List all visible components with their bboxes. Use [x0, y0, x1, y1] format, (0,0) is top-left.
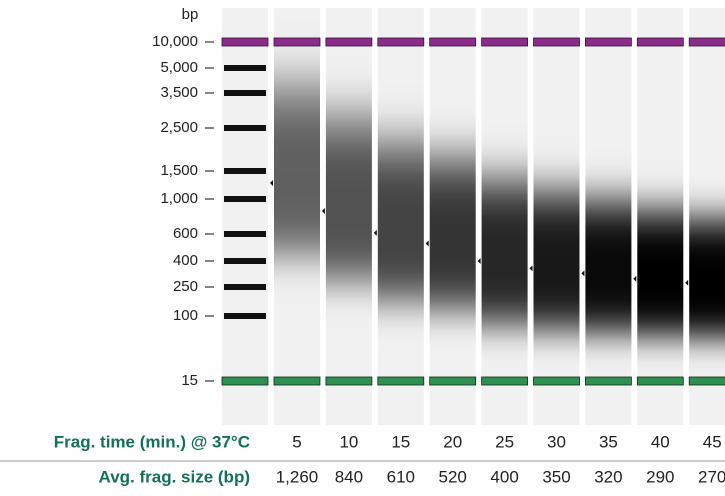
table-cell: 45	[703, 432, 722, 451]
lower-marker	[429, 376, 477, 386]
lower-marker	[221, 376, 269, 386]
table-cell: 320	[594, 467, 622, 486]
upper-marker	[481, 37, 529, 47]
table-cell: 610	[387, 467, 415, 486]
table-cell: 1,260	[276, 467, 319, 486]
lower-marker	[273, 376, 321, 386]
upper-marker	[429, 37, 477, 47]
tick-label: 3,500	[160, 84, 198, 101]
upper-marker	[325, 37, 373, 47]
table-cell: 840	[335, 467, 363, 486]
upper-marker	[221, 37, 269, 47]
lower-marker	[585, 376, 632, 386]
size-pointer	[529, 265, 533, 272]
tick-label: 1,500	[160, 162, 198, 179]
tick-label: 10,000	[152, 33, 198, 50]
lane	[222, 8, 268, 425]
lower-marker	[636, 376, 684, 386]
row-label: Frag. time (min.) @ 37°C	[54, 432, 250, 451]
lower-marker	[481, 376, 529, 386]
smear	[274, 8, 320, 425]
smear	[481, 8, 528, 425]
smear	[377, 8, 424, 425]
lower-marker	[377, 376, 425, 386]
table-cell: 35	[599, 432, 618, 451]
tick-label: 600	[173, 225, 198, 242]
tick-label: 250	[173, 278, 198, 295]
lower-marker	[533, 376, 580, 386]
ladder-band	[224, 313, 266, 319]
table-cell: 350	[542, 467, 570, 486]
size-pointer	[581, 270, 585, 277]
ladder-band	[224, 258, 266, 264]
lower-marker	[325, 376, 373, 386]
tick-label: 1,000	[160, 190, 198, 207]
size-pointer	[685, 279, 689, 286]
table-cell: 270	[698, 467, 725, 486]
ladder-band	[224, 284, 266, 290]
tick-label: 5,000	[160, 59, 198, 76]
smear	[533, 8, 580, 425]
table-cell: 5	[292, 432, 301, 451]
table-cell: 520	[439, 467, 467, 486]
lower-marker	[688, 376, 725, 386]
axis-unit: bp	[182, 6, 199, 23]
ladder-band	[224, 125, 266, 131]
size-pointer	[321, 207, 325, 214]
table-cell: 20	[443, 432, 462, 451]
size-pointer	[270, 180, 273, 187]
smear	[585, 8, 632, 425]
row-label: Avg. frag. size (bp)	[99, 467, 250, 486]
upper-marker	[585, 37, 632, 47]
tick-label: 400	[173, 252, 198, 269]
size-pointer	[373, 229, 377, 236]
ladder-band	[224, 90, 266, 96]
tick-label: 15	[181, 372, 198, 389]
table-cell: 40	[651, 432, 670, 451]
ladder-band	[224, 196, 266, 202]
table-cell: 30	[547, 432, 566, 451]
smear	[325, 8, 372, 425]
smear	[637, 8, 684, 425]
size-pointer	[477, 258, 481, 264]
size-pointer	[633, 275, 637, 282]
upper-marker	[273, 37, 321, 47]
table-cell: 290	[646, 467, 674, 486]
table-cell: 400	[490, 467, 518, 486]
smear	[429, 8, 476, 425]
ladder-band	[224, 65, 266, 71]
upper-marker	[688, 37, 725, 47]
tick-label: 2,500	[160, 119, 198, 136]
size-pointer	[425, 240, 429, 247]
smear	[689, 8, 725, 425]
tick-label: 100	[173, 307, 198, 324]
upper-marker	[533, 37, 580, 47]
table-cell: 25	[495, 432, 514, 451]
ladder-band	[224, 231, 266, 237]
table-cell: 10	[339, 432, 358, 451]
ladder-band	[224, 168, 266, 174]
upper-marker	[377, 37, 425, 47]
table-cell: 15	[391, 432, 410, 451]
upper-marker	[636, 37, 684, 47]
